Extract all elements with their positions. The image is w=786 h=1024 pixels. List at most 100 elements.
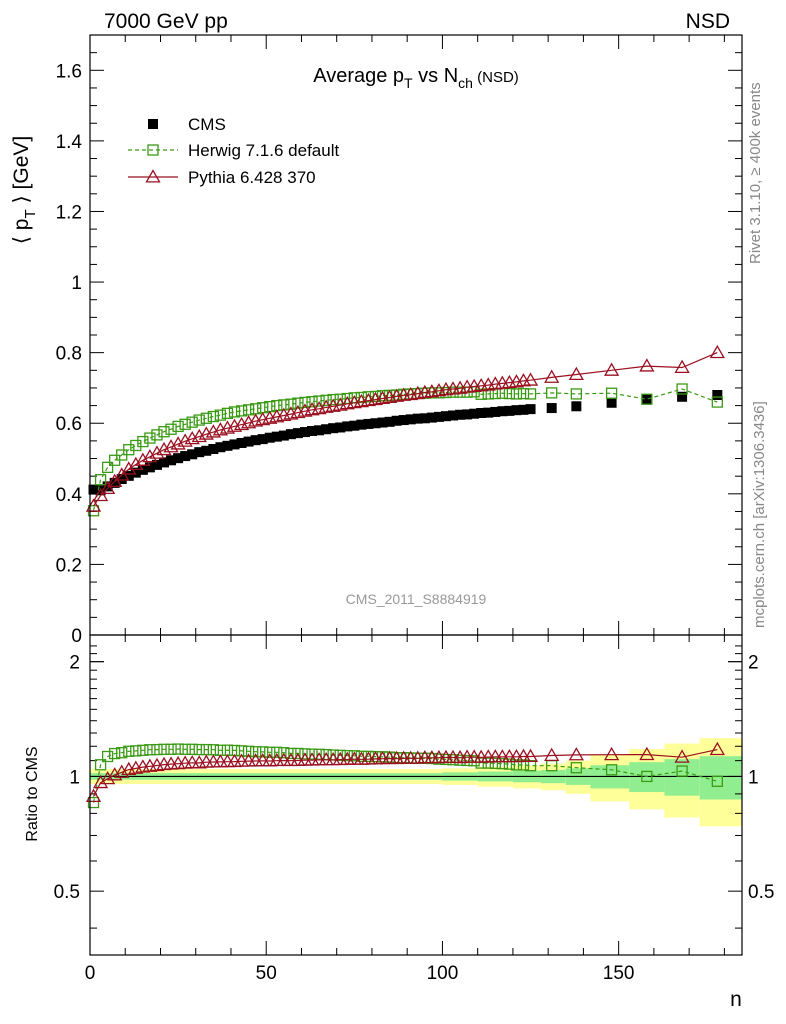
main-data-point	[313, 395, 325, 407]
ratio-data-point	[468, 755, 480, 767]
main-data-point	[299, 427, 310, 438]
main-data-point	[170, 436, 186, 450]
main-data-point	[426, 412, 437, 423]
ratio-data-point	[639, 746, 655, 761]
main-data-point	[711, 396, 723, 408]
ratio-data-point	[603, 746, 620, 761]
main-data-point	[440, 411, 451, 422]
main-data-point	[384, 416, 395, 427]
main-data-point	[377, 417, 388, 428]
analysis-watermark: CMS_2011_S8884919	[346, 591, 487, 607]
main-data-point	[137, 435, 149, 448]
ratio-data-point	[264, 746, 276, 758]
main-data-point	[469, 408, 480, 419]
main-data-point	[222, 440, 233, 451]
mcplots-label: mcplots.cern.ch [arXiv:1306.3436]	[751, 401, 768, 628]
main-data-point	[130, 467, 141, 478]
main-data-point	[524, 388, 537, 400]
main-data-point	[187, 449, 198, 460]
ratio-data-point	[676, 765, 688, 777]
main-data-point	[712, 390, 723, 400]
main-data-point	[419, 413, 430, 424]
ratio-data-point	[674, 749, 690, 763]
main-series-line	[92, 388, 718, 511]
ratio-data-point	[144, 744, 156, 756]
main-data-point	[391, 415, 402, 426]
main-data-point	[142, 448, 158, 463]
main-data-point	[186, 416, 198, 428]
ratio-inner-band	[629, 762, 665, 793]
main-plot-series	[85, 344, 725, 517]
main-data-point	[606, 397, 617, 408]
ratio-plot-series	[85, 741, 725, 809]
x-axis-label: n	[730, 988, 742, 1011]
main-data-point	[320, 394, 332, 406]
legend-marker	[148, 119, 158, 129]
main-plot-ticks: 0 0.2 0.4 0.6 0.8 1 1.2 1.4 1.6	[56, 34, 742, 647]
main-ytick-label: 0.8	[56, 344, 82, 365]
main-data-point	[433, 411, 444, 422]
ratio-ytick-label-right: 1	[748, 767, 759, 788]
main-data-point	[135, 452, 151, 466]
main-data-point	[398, 415, 409, 426]
ratio-data-point	[87, 796, 100, 809]
main-data-point	[166, 455, 177, 466]
legend: CMS Herwig 7.1.6 default Pythia 6.428 370	[128, 115, 339, 187]
main-data-point	[151, 459, 162, 470]
main-data-point	[242, 404, 255, 416]
ratio-data-point	[186, 743, 198, 755]
main-ytick-label: 0.2	[56, 555, 82, 576]
ratio-data-point	[510, 759, 523, 771]
main-data-point	[571, 401, 582, 412]
ratio-data-point	[517, 759, 530, 771]
main-data-point	[546, 387, 558, 399]
main-data-point	[207, 410, 220, 423]
header-left-label: 7000 GeV pp	[104, 10, 228, 33]
main-data-point	[278, 430, 289, 441]
ratio-data-point	[489, 757, 501, 770]
main-ytick-label: 1	[71, 273, 82, 294]
ratio-data-point	[172, 743, 184, 755]
main-data-point	[334, 393, 346, 405]
main-data-point	[229, 439, 240, 450]
main-data-point	[163, 439, 179, 453]
main-data-point	[271, 431, 282, 442]
main-data-point	[158, 426, 170, 438]
main-data-point	[208, 444, 219, 454]
ratio-ytick-label: 2	[69, 653, 80, 674]
ratio-plot-frame	[89, 634, 743, 956]
main-data-point	[511, 405, 522, 416]
main-data-point	[448, 410, 459, 421]
ratio-data-point	[292, 747, 304, 760]
main-data-point	[177, 433, 193, 447]
ratio-data-point	[179, 743, 191, 755]
ratio-plot-ticks: 0.5 0.5 1 1 2 2 0 50 100 150	[54, 635, 774, 984]
main-data-point	[109, 477, 120, 488]
main-ytick-label: 0	[71, 626, 82, 647]
main-data-point	[342, 421, 353, 432]
ratio-data-point	[165, 743, 177, 755]
main-data-point	[179, 418, 191, 430]
main-data-point	[257, 434, 268, 445]
main-data-point	[221, 407, 234, 420]
main-ytick-label: 0.6	[56, 414, 82, 435]
main-data-point	[149, 445, 165, 459]
main-data-point	[144, 462, 155, 473]
main-data-point	[228, 406, 241, 418]
main-data-point	[194, 447, 205, 458]
main-data-point	[570, 388, 583, 400]
ratio-data-point	[524, 760, 537, 772]
main-data-point	[462, 409, 473, 420]
ratio-data-point	[711, 775, 723, 787]
main-data-point	[191, 428, 207, 443]
ratio-data-point	[114, 764, 130, 778]
ratio-data-point	[306, 748, 318, 760]
main-data-point	[180, 451, 191, 462]
legend-label: Pythia 6.428 370	[188, 168, 316, 187]
ratio-ytick-label: 1	[69, 767, 80, 788]
ratio-series-line	[92, 749, 718, 797]
main-data-point	[100, 480, 116, 495]
main-data-point	[603, 362, 620, 376]
main-data-point	[101, 461, 114, 474]
main-data-point	[327, 393, 339, 406]
